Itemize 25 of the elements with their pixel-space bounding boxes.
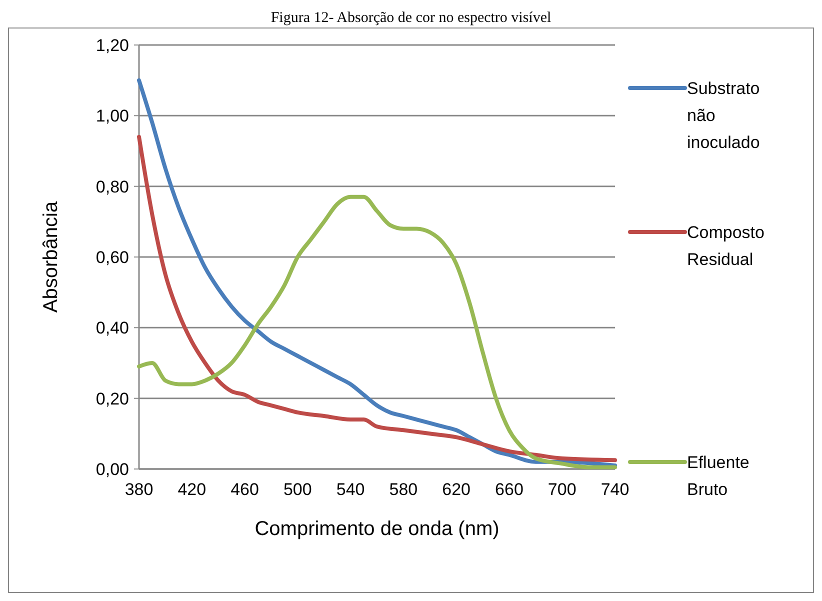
y-tick-label: 0,40 [96, 318, 129, 338]
y-tick-label: 0,00 [96, 460, 129, 479]
y-tick-label: 1,00 [96, 106, 129, 126]
x-tick-label: 660 [495, 480, 524, 499]
chart-title: Figura 12- Absorção de cor no espectro visível [270, 10, 552, 26]
y-tick-label: 0,20 [96, 389, 129, 408]
line-series [137, 78, 617, 468]
line-series [137, 134, 617, 462]
x-tick-label: 420 [178, 480, 206, 499]
x-axis-title: Comprimento de onda (nm) [254, 518, 500, 540]
x-tick-label: 580 [389, 480, 418, 499]
y-tick-label: 1,20 [96, 36, 129, 55]
legend-label: Composto Residual [687, 222, 764, 269]
legend-label: Substrato não inoculado [687, 78, 760, 152]
x-tick-label: 540 [336, 480, 365, 499]
x-tick-label: 700 [548, 480, 576, 499]
y-tick-label: 0,80 [96, 177, 129, 196]
x-tick-label: 620 [442, 480, 471, 499]
x-tick-label: 380 [124, 480, 154, 499]
y-tick-label: 0,60 [96, 248, 129, 267]
x-tick-label: 460 [230, 480, 259, 499]
y-axis-title: Absorbância [40, 200, 62, 313]
x-tick-label: 740 [600, 480, 630, 499]
x-tick-label: 500 [283, 480, 312, 499]
legend-label: Efluente Bruto [687, 452, 750, 499]
